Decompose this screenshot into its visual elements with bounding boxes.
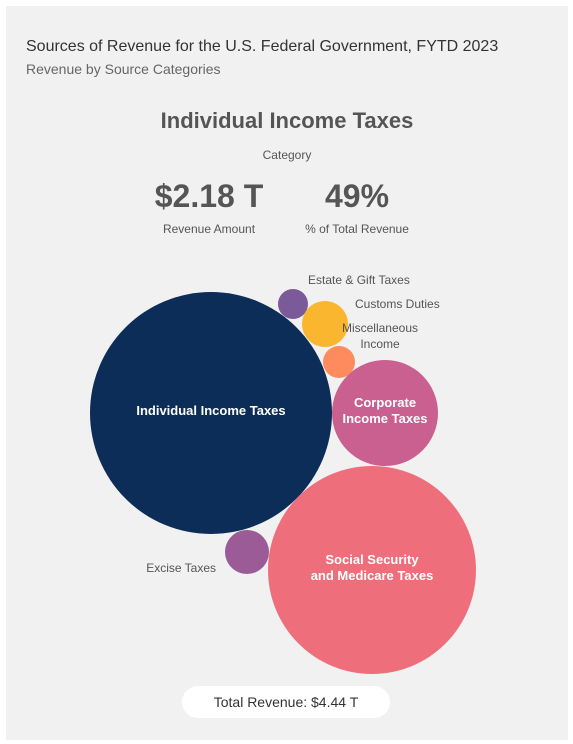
bubble-social-security-and-medicare-taxes[interactable]: [268, 466, 476, 674]
percent-of-total-kpi: 49% % of Total Revenue: [298, 178, 416, 236]
revenue-amount-kpi: $2.18 T Revenue Amount: [146, 178, 272, 236]
bubble-label-corporate-income-taxes: Corporate Income Taxes: [342, 395, 427, 426]
bubble-label-excise-taxes: Excise Taxes: [146, 561, 216, 575]
bubble-chart: Individual Income Taxes Social Security an…: [90, 273, 476, 674]
bubble-label-social-security-and-medicare-taxes: Social Security and Medicare Taxes: [311, 552, 434, 583]
bubble-customs-duties[interactable]: [302, 301, 348, 347]
percent-of-total-label: % of Total Revenue: [305, 222, 409, 236]
bubble-individual-income-taxes[interactable]: [90, 292, 332, 534]
percent-of-total-value: 49%: [324, 178, 390, 214]
bubble-label-miscellaneous-income: Miscellaneous Income: [342, 321, 418, 351]
bubble-label-estate-and-gift-taxes: Estate & Gift Taxes: [308, 273, 410, 287]
selected-category-kind: Category: [262, 148, 312, 162]
revenue-amount-value: $2.18 T: [154, 178, 264, 214]
bubble-corporate-income-taxes[interactable]: [332, 360, 438, 466]
chart-title: Sources of Revenue for the U.S. Federal …: [26, 38, 499, 55]
revenue-amount-label: Revenue Amount: [162, 222, 256, 236]
total-revenue-pill: Total Revenue: $4.44 T: [182, 686, 390, 718]
bubble-estate-and-gift-taxes[interactable]: [278, 289, 308, 319]
bubble-excise-taxes[interactable]: [225, 530, 269, 574]
bubble-miscellaneous-income[interactable]: [323, 346, 355, 378]
selected-category-name: Individual Income Taxes: [160, 108, 414, 133]
chart-card: Sources of Revenue for the U.S. Federal …: [6, 6, 568, 740]
bubble-label-customs-duties: Customs Duties: [355, 297, 440, 311]
chart-subtitle: Revenue by Source Categories: [26, 61, 221, 77]
bubble-label-individual-income-taxes: Individual Income Taxes: [136, 403, 285, 418]
